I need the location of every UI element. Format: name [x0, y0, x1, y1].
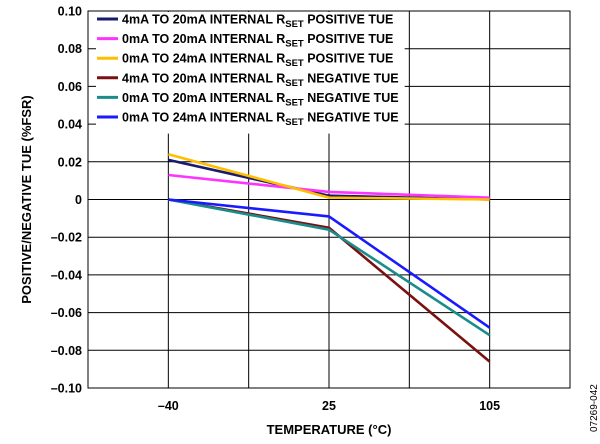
- y-tick-label: –0.02: [51, 231, 82, 245]
- y-tick-label: –0.06: [51, 306, 82, 320]
- y-tick-label: 0: [75, 193, 82, 207]
- y-tick-label: 0.06: [58, 80, 82, 94]
- legend-label: 0mA TO 20mA INTERNAL RSET NEGATIVE TUE: [122, 91, 399, 109]
- y-tick-label: 0.04: [58, 118, 82, 132]
- x-tick-label: 25: [322, 399, 336, 413]
- series-line: [167, 153, 490, 201]
- y-tick-label: 0.10: [58, 5, 82, 19]
- y-tick-label: –0.10: [51, 382, 82, 396]
- series-line: [168, 198, 491, 337]
- series-line: [168, 173, 490, 199]
- y-tick-label: –0.04: [51, 268, 82, 282]
- figure-id: 07269-042: [589, 384, 600, 432]
- x-axis-title: TEMPERATURE (°C): [267, 422, 392, 437]
- x-tick-labels: –40 25 105: [158, 399, 500, 413]
- series-line: [168, 198, 491, 329]
- legend-label: 4mA TO 20mA INTERNAL RSET NEGATIVE TUE: [122, 71, 399, 89]
- y-tick-label: 0.08: [58, 42, 82, 56]
- x-tick-label: –40: [158, 399, 179, 413]
- y-tick-label: –0.08: [51, 344, 82, 358]
- legend-label: 0mA TO 24mA INTERNAL RSET NEGATIVE TUE: [122, 111, 399, 129]
- legend-label: 0mA TO 20mA INTERNAL RSET POSITIVE TUE: [122, 32, 393, 50]
- y-tick-labels: 0.10 0.08 0.06 0.04 0.02 0 –0.02 –0.04 –0.06 –0.0…: [51, 5, 82, 396]
- legend: 4mA TO 20mA INTERNAL RSET POSITIVE TUE0m…: [96, 12, 405, 134]
- legend-label: 4mA TO 20mA INTERNAL RSET POSITIVE TUE: [122, 13, 393, 31]
- y-tick-label: 0.02: [58, 155, 82, 169]
- series-lines: [167, 153, 491, 363]
- plot-frame: [87, 10, 571, 389]
- legend-background: [96, 12, 405, 134]
- legend-label: 0mA TO 24mA INTERNAL RSET POSITIVE TUE: [122, 52, 393, 69]
- y-axis-title: POSITIVE/NEGATIVE TUE (%FSR): [19, 95, 34, 304]
- x-tick-label: 105: [479, 399, 500, 413]
